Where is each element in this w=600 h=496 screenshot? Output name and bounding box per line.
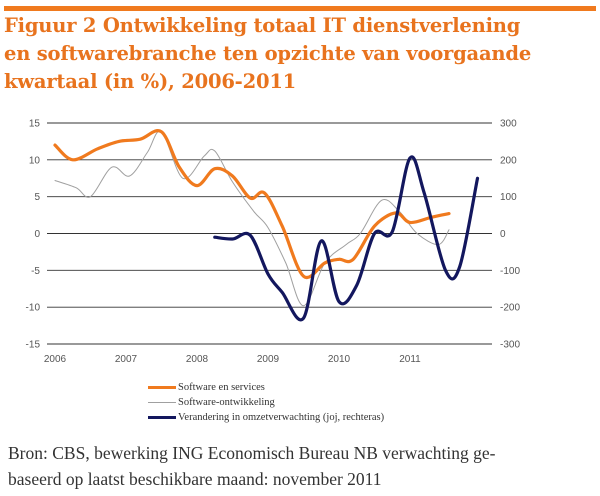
legend-swatch-grey: [148, 402, 176, 403]
legend-item-omzetverwachting: Verandering in omzetverwachting (joj, re…: [148, 410, 384, 425]
x-tick-label: 2009: [257, 354, 280, 365]
left-tick-label: -10: [26, 303, 41, 314]
legend-label: Verandering in omzetverwachting (joj, re…: [178, 412, 385, 423]
x-tick-label: 2011: [399, 354, 421, 365]
gridlines: [47, 122, 492, 345]
legend-label: Software-ontwikkeling: [178, 397, 275, 408]
series: [53, 129, 480, 322]
legend-label: Software en services: [178, 382, 265, 393]
series-line-omzetverwachting: [213, 155, 480, 322]
source-line-1: Bron: CBS, bewerking ING Economisch Bure…: [8, 443, 496, 463]
left-tick-label: 5: [34, 192, 40, 203]
right-tick-label: 100: [500, 192, 517, 203]
right-tick-label: 300: [500, 119, 517, 130]
right-tick-label: -100: [500, 266, 520, 277]
legend-swatch-orange: [148, 386, 176, 389]
x-tick-label: 2006: [44, 354, 67, 365]
x-tick-label: 2010: [328, 354, 351, 365]
left-tick-label: 10: [29, 155, 41, 166]
x-axis-ticks: 2006 2007 2008 2009 2010 2011: [44, 354, 421, 365]
title-accent-bar: [4, 6, 596, 11]
chart-title-line-2: en softwarebranche ten opzichte van voor…: [4, 42, 532, 65]
legend: Software en services Software-ontwikkeli…: [148, 380, 384, 425]
legend-swatch-navy: [148, 416, 176, 419]
chart-title-line-1: Figuur 2 Ontwikkeling totaal IT dienstve…: [4, 14, 521, 37]
source-note: Bron: CBS, bewerking ING Economisch Bure…: [8, 440, 598, 492]
left-tick-label: 0: [34, 229, 40, 240]
right-axis-ticks: 300 200 100 0 -100 -200 -300: [500, 119, 520, 351]
legend-item-software-ontwikkeling: Software-ontwikkeling: [148, 395, 384, 410]
right-tick-label: -300: [500, 340, 520, 351]
right-tick-label: 0: [500, 229, 506, 240]
chart-title: Figuur 2 Ontwikkeling totaal IT dienstve…: [4, 12, 600, 96]
x-tick-label: 2008: [186, 354, 209, 365]
left-tick-label: -15: [26, 340, 41, 351]
series-line-software-en-services: [53, 129, 451, 280]
right-tick-label: -200: [500, 303, 520, 314]
series-line-software-ontwikkeling: [54, 130, 450, 307]
left-tick-label: 15: [29, 119, 41, 130]
chart-title-line-3: kwartaal (in %), 2006-2011: [4, 70, 297, 93]
legend-item-software-en-services: Software en services: [148, 380, 384, 395]
left-tick-label: -5: [31, 266, 40, 277]
right-tick-label: 200: [500, 155, 517, 166]
source-line-2: baseerd op laatst beschikbare maand: nov…: [8, 469, 382, 489]
x-tick-label: 2007: [115, 354, 138, 365]
left-axis-ticks: 15 10 5 0 -5 -10 -15: [26, 119, 41, 351]
line-chart: 15 10 5 0 -5 -10 -15 300 200 100 0 -100 -200 -300 20…: [26, 119, 521, 366]
